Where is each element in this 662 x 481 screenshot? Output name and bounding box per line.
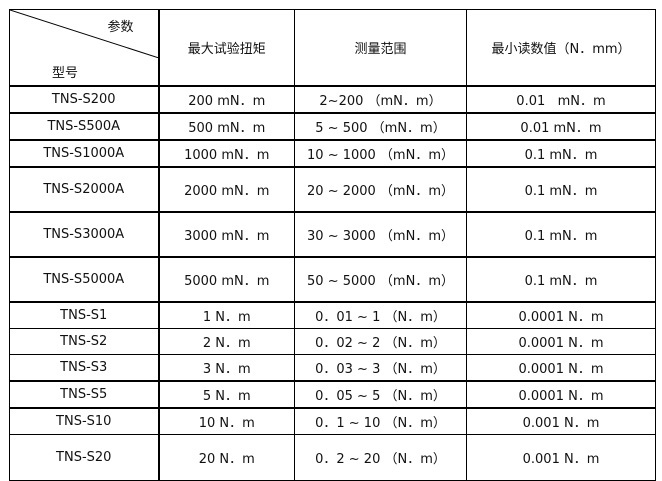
cell-range: 0．2 ~ 20 （N．m） bbox=[294, 434, 467, 481]
cell-max-torque: 2000 mN．m bbox=[158, 166, 295, 213]
cell-model: TNS-S10 bbox=[9, 407, 160, 435]
cell-model: TNS-S2000A bbox=[9, 166, 160, 213]
cell-range: 0．01 ~ 1 （N．m） bbox=[294, 301, 467, 329]
table-row: TNS-S500A 500 mN．m 5 ~ 500 （mN．m） 0.01 mN．m bbox=[9, 112, 656, 141]
diagonal-line bbox=[10, 10, 159, 58]
corner-label-params: 参数 bbox=[107, 20, 134, 35]
header-row: 参数 型号 最大试验扭矩 测量范围 最小读数值（N．mm） bbox=[9, 9, 656, 87]
cell-min-reading: 0.001 N．m bbox=[466, 407, 656, 435]
table-row: TNS-S200 200 mN．m 2~200 （mN．m） 0.01 mN．m bbox=[9, 85, 656, 114]
cell-max-torque: 200 mN．m bbox=[158, 85, 295, 114]
cell-range: 50 ~ 5000 （mN．m） bbox=[294, 256, 467, 303]
cell-model: TNS-S5 bbox=[9, 380, 160, 409]
cell-min-reading: 0.001 N．m bbox=[466, 434, 656, 481]
cell-min-reading: 0.01 mN．m bbox=[466, 112, 656, 141]
cell-min-reading: 0.01 mN．m bbox=[466, 85, 656, 114]
table-row: TNS-S3 3 N．m 0．03 ~ 3 （N．m） 0.0001 N．m bbox=[9, 354, 656, 382]
header-min-reading: 最小读数值（N．mm） bbox=[466, 9, 656, 87]
table-row: TNS-S10 10 N．m 0．1 ~ 10 （N．m） 0.001 N．m bbox=[9, 407, 656, 435]
table-row: TNS-S2 2 N．m 0．02 ~ 2 （N．m） 0.0001 N．m bbox=[9, 328, 656, 355]
cell-range: 5 ~ 500 （mN．m） bbox=[294, 112, 467, 141]
cell-min-reading: 0.1 mN．m bbox=[466, 166, 656, 213]
header-range: 测量范围 bbox=[294, 9, 467, 87]
cell-model: TNS-S200 bbox=[9, 85, 160, 114]
table-row: TNS-S3000A 3000 mN．m 30 ~ 3000 （mN．m） 0.1 m… bbox=[9, 211, 656, 258]
cell-max-torque: 3000 mN．m bbox=[158, 211, 295, 258]
cell-max-torque: 20 N．m bbox=[158, 434, 295, 481]
cell-range: 30 ~ 3000 （mN．m） bbox=[294, 211, 467, 258]
cell-max-torque: 2 N．m bbox=[158, 328, 295, 355]
cell-min-reading: 0.0001 N．m bbox=[466, 301, 656, 329]
cell-range: 0．05 ~ 5 （N．m） bbox=[294, 380, 467, 409]
cell-max-torque: 5 N．m bbox=[158, 380, 295, 409]
cell-range: 0．02 ~ 2 （N．m） bbox=[294, 328, 467, 355]
header-max-torque: 最大试验扭矩 bbox=[158, 9, 295, 87]
cell-model: TNS-S20 bbox=[9, 434, 160, 481]
cell-min-reading: 0.1 mN．m bbox=[466, 211, 656, 258]
cell-min-reading: 0.1 mN．m bbox=[466, 139, 656, 168]
cell-min-reading: 0.0001 N．m bbox=[466, 380, 656, 409]
cell-model: TNS-S5000A bbox=[9, 256, 160, 303]
spec-table: 参数 型号 最大试验扭矩 测量范围 最小读数值（N．mm） TNS-S200 20… bbox=[9, 9, 656, 481]
cell-max-torque: 5000 mN．m bbox=[158, 256, 295, 303]
table-row: TNS-S20 20 N．m 0．2 ~ 20 （N．m） 0.001 N．m bbox=[9, 434, 656, 481]
cell-range: 2~200 （mN．m） bbox=[294, 85, 467, 114]
cell-max-torque: 1 N．m bbox=[158, 301, 295, 329]
cell-range: 0．1 ~ 10 （N．m） bbox=[294, 407, 467, 435]
cell-min-reading: 0.0001 N．m bbox=[466, 328, 656, 355]
cell-min-reading: 0.1 mN．m bbox=[466, 256, 656, 303]
cell-max-torque: 500 mN．m bbox=[158, 112, 295, 141]
cell-max-torque: 1000 mN．m bbox=[158, 139, 295, 168]
corner-label-model: 型号 bbox=[52, 66, 79, 81]
corner-cell: 参数 型号 bbox=[9, 9, 160, 87]
cell-range: 20 ~ 2000 （mN．m） bbox=[294, 166, 467, 213]
table-row: TNS-S5000A 5000 mN．m 50 ~ 5000 （mN．m） 0.1 m… bbox=[9, 256, 656, 303]
cell-model: TNS-S3000A bbox=[9, 211, 160, 258]
table-row: TNS-S5 5 N．m 0．05 ~ 5 （N．m） 0.0001 N．m bbox=[9, 380, 656, 409]
cell-model: TNS-S500A bbox=[9, 112, 160, 141]
cell-max-torque: 10 N．m bbox=[158, 407, 295, 435]
table-row: TNS-S2000A 2000 mN．m 20 ~ 2000 （mN．m） 0.1 m… bbox=[9, 166, 656, 213]
cell-max-torque: 3 N．m bbox=[158, 354, 295, 382]
table-row: TNS-S1 1 N．m 0．01 ~ 1 （N．m） 0.0001 N．m bbox=[9, 301, 656, 329]
cell-range: 10 ~ 1000 （mN．m） bbox=[294, 139, 467, 168]
cell-model: TNS-S1000A bbox=[9, 139, 160, 168]
cell-model: TNS-S1 bbox=[9, 301, 160, 329]
cell-model: TNS-S3 bbox=[9, 354, 160, 382]
cell-min-reading: 0.0001 N．m bbox=[466, 354, 656, 382]
table-row: TNS-S1000A 1000 mN．m 10 ~ 1000 （mN．m） 0.1 m… bbox=[9, 139, 656, 168]
cell-model: TNS-S2 bbox=[9, 328, 160, 355]
cell-range: 0．03 ~ 3 （N．m） bbox=[294, 354, 467, 382]
